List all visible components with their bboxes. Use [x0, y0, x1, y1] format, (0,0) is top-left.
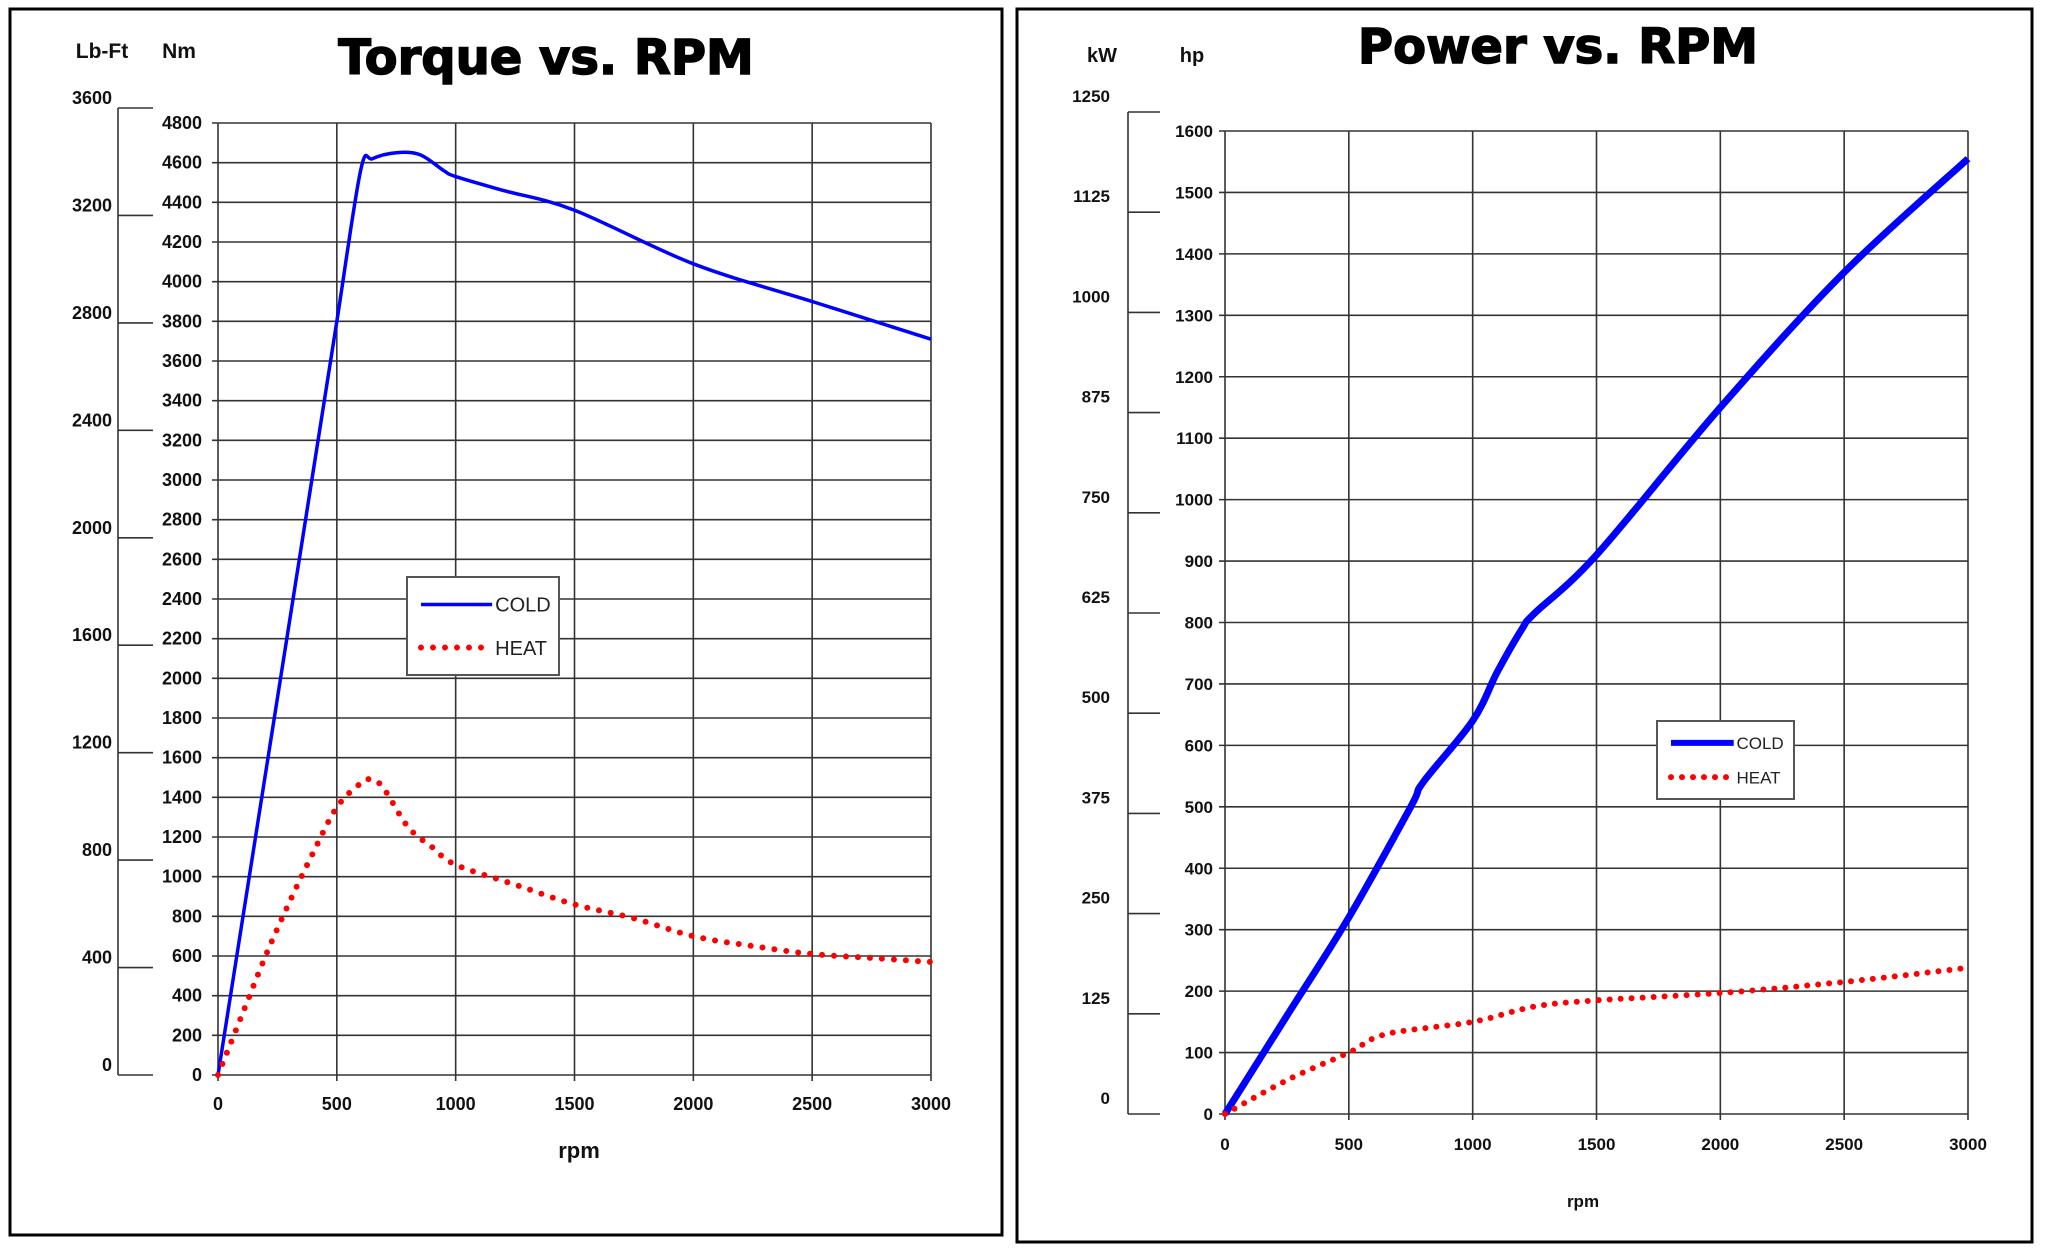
y2-tick-label: 0 [1101, 1089, 1110, 1108]
y2-tick-label: 250 [1082, 889, 1110, 908]
y2-tick-label: 400 [82, 948, 112, 968]
y-tick-label: 2600 [162, 549, 202, 569]
x-tick-label: 3000 [1949, 1135, 1987, 1154]
series-line-cold [1222, 156, 1971, 1116]
y2-axis-label: kW [1087, 45, 1117, 67]
x-tick-label: 2000 [1701, 1135, 1739, 1154]
y-tick-label: 600 [1185, 736, 1213, 755]
y2-axis-label: Lb-Ft [76, 40, 128, 63]
y2-tick-label: 2000 [72, 518, 112, 538]
y-tick-label: 2400 [162, 589, 202, 609]
x-tick-label: 1500 [554, 1094, 594, 1114]
y2-tick-label: 1125 [1073, 187, 1110, 206]
y-tick-label: 4800 [162, 113, 202, 133]
y-tick-label: 1000 [162, 867, 202, 887]
legend-label-cold: COLD [495, 595, 551, 617]
legend-box [1656, 720, 1795, 800]
x-tick-label: 1000 [1454, 1135, 1492, 1154]
y-tick-label: 4400 [162, 192, 202, 212]
y2-tick-label: 0 [102, 1055, 112, 1075]
y-tick-label: 1600 [1175, 122, 1213, 141]
y2-tick-label: 375 [1082, 788, 1110, 807]
y-tick-label: 400 [1185, 859, 1213, 878]
chart-title: Power vs. RPM [1358, 19, 1758, 75]
legend: COLD HEAT [1656, 720, 1795, 800]
x-tick-label: 2500 [1825, 1135, 1863, 1154]
y-tick-label: 500 [1185, 798, 1213, 817]
y-tick-label: 1400 [1175, 245, 1213, 264]
y-tick-label: 900 [1185, 552, 1213, 571]
y-tick-label: 1300 [1175, 306, 1213, 325]
y-tick-label: 4000 [162, 272, 202, 292]
y2-tick-label: 1000 [1072, 287, 1110, 306]
x-tick-label: 0 [213, 1094, 223, 1114]
y-tick-label: 2800 [162, 510, 202, 530]
y2-tick-label: 2400 [72, 410, 112, 430]
y-axis-label: Nm [162, 40, 196, 63]
y-tick-label: 0 [1204, 1105, 1213, 1124]
y2-tick-label: 500 [1082, 688, 1110, 707]
y2-tick-label: 2800 [72, 303, 112, 323]
x-axis-label: rpm [558, 1138, 600, 1163]
chart-title: Torque vs. RPM [338, 30, 754, 86]
y-tick-label: 600 [172, 946, 202, 966]
y2-tick-label: 1250 [1072, 87, 1110, 106]
y-tick-label: 2200 [162, 629, 202, 649]
legend-box [406, 576, 560, 676]
y-tick-label: 3800 [162, 311, 202, 331]
y-tick-label: 1100 [1176, 429, 1213, 448]
y-tick-label: 1000 [1175, 491, 1213, 510]
y2-tick-label: 750 [1082, 488, 1110, 507]
y2-tick-label: 3600 [72, 88, 112, 108]
y-tick-label: 1400 [162, 787, 202, 807]
x-tick-label: 500 [1335, 1135, 1363, 1154]
y-tick-label: 200 [1185, 982, 1213, 1001]
x-tick-label: 2500 [792, 1094, 832, 1114]
y-tick-label: 0 [192, 1065, 202, 1085]
y-tick-label: 4200 [162, 232, 202, 252]
legend-label-heat: HEAT [495, 638, 547, 660]
legend: COLD HEAT [406, 576, 560, 676]
legend-label-cold: COLD [1736, 734, 1783, 753]
y-tick-label: 100 [1185, 1044, 1213, 1063]
x-tick-label: 500 [322, 1094, 352, 1114]
y-tick-label: 700 [1185, 675, 1213, 694]
y2-tick-label: 625 [1082, 588, 1110, 607]
y2-tick-label: 875 [1082, 388, 1110, 407]
y-tick-label: 1200 [1175, 368, 1213, 387]
y-tick-label: 1600 [162, 748, 202, 768]
y-tick-label: 1500 [1175, 183, 1213, 202]
y-tick-label: 800 [172, 906, 202, 926]
x-axis-label: rpm [1567, 1192, 1599, 1211]
y2-tick-label: 1600 [72, 625, 112, 645]
series-line-heat [1222, 964, 1971, 1117]
y-tick-label: 3200 [162, 430, 202, 450]
y-tick-label: 3600 [162, 351, 202, 371]
legend-label-heat: HEAT [1736, 768, 1780, 787]
y2-tick-label: 800 [82, 840, 112, 860]
power-chart: Power vs. RPM kW hp 0 100 200 300 400 500 600 700 8… [1015, 7, 2034, 1244]
x-tick-label: 1000 [436, 1094, 476, 1114]
y-tick-label: 4600 [162, 153, 202, 173]
x-tick-label: 3000 [911, 1094, 951, 1114]
y-tick-label: 2000 [162, 668, 202, 688]
y2-tick-label: 125 [1082, 989, 1110, 1008]
y-tick-label: 400 [172, 986, 202, 1006]
torque-chart: Torque vs. RPM Lb-Ft Nm 0 200 400 600 800 1000 12… [8, 7, 1004, 1237]
series-line-cold [216, 150, 932, 1076]
y-tick-label: 3400 [162, 391, 202, 411]
x-tick-label: 1500 [1578, 1135, 1616, 1154]
y-tick-label: 1800 [162, 708, 202, 728]
y-tick-label: 800 [1185, 614, 1213, 633]
y-tick-label: 300 [1185, 921, 1213, 940]
y-axis-label: hp [1180, 45, 1204, 67]
y-tick-label: 200 [172, 1025, 202, 1045]
y-tick-label: 1200 [162, 827, 202, 847]
x-tick-label: 2000 [673, 1094, 713, 1114]
y-tick-label: 3000 [162, 470, 202, 490]
x-tick-label: 0 [1220, 1135, 1229, 1154]
y2-tick-label: 3200 [72, 195, 112, 215]
y2-tick-label: 1200 [72, 733, 112, 753]
